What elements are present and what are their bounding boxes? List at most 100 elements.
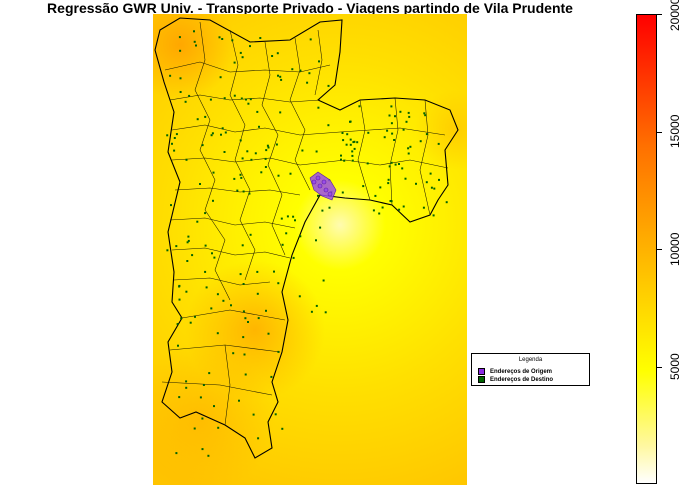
destination-point <box>445 201 448 204</box>
district-boundaries <box>161 21 449 426</box>
destination-point <box>204 115 207 118</box>
destination-point <box>242 310 245 313</box>
destination-point <box>315 239 317 242</box>
destination-point <box>306 81 309 84</box>
destination-point <box>260 171 263 174</box>
destination-point <box>166 134 169 137</box>
destination-point <box>179 91 182 93</box>
destination-point <box>310 310 313 313</box>
destination-point <box>170 204 172 207</box>
destination-point <box>244 373 247 376</box>
destination-point <box>247 102 250 105</box>
destination-point <box>386 129 389 132</box>
destination-point <box>233 61 236 64</box>
destination-point <box>349 138 352 141</box>
destination-point <box>240 176 243 179</box>
legend-item-origin: Endereços de Origem <box>478 368 552 375</box>
destination-point <box>178 396 181 399</box>
destination-point <box>189 321 192 324</box>
destination-point <box>277 282 280 285</box>
destination-point <box>175 452 178 455</box>
destination-point <box>401 167 404 170</box>
destination-point <box>327 124 330 127</box>
destination-point <box>419 140 422 143</box>
destination-point <box>402 128 405 131</box>
destination-point <box>394 115 396 118</box>
destination-point <box>231 39 234 42</box>
destination-point <box>358 105 361 108</box>
destination-point <box>405 120 408 123</box>
destination-point <box>277 350 280 353</box>
destination-point <box>390 161 393 164</box>
destination-point <box>179 77 182 80</box>
colorbar-tick <box>657 366 662 368</box>
destination-point <box>186 260 189 262</box>
destination-point <box>238 399 240 402</box>
destination-point <box>379 186 382 189</box>
destination-point <box>356 141 359 144</box>
destination-point <box>173 137 176 139</box>
destination-point <box>341 132 344 134</box>
destination-point <box>195 44 197 47</box>
destination-point <box>267 332 270 335</box>
colorbar-tick-label: 15000 <box>668 114 682 148</box>
destination-point <box>256 110 259 113</box>
destination-point <box>250 158 253 161</box>
destination-point <box>349 120 351 123</box>
destination-point <box>199 396 202 399</box>
destination-point <box>249 98 252 101</box>
destination-point <box>308 72 311 75</box>
destination-point <box>194 315 196 318</box>
destination-point <box>179 49 182 52</box>
destination-point <box>169 74 172 77</box>
destination-point <box>301 149 304 152</box>
destination-point <box>256 292 259 295</box>
destination-point <box>185 158 188 161</box>
destination-point <box>232 352 235 355</box>
destination-point <box>389 200 392 202</box>
destination-point <box>275 143 278 146</box>
destination-point <box>387 178 390 181</box>
destination-point <box>212 199 214 202</box>
origin-swatch <box>478 368 485 375</box>
legend-label-origin: Endereços de Origem <box>490 368 553 375</box>
destination-point <box>219 76 222 79</box>
destination-point <box>239 173 242 176</box>
destination-point <box>321 209 324 212</box>
destination-swatch <box>478 376 485 383</box>
destination-point <box>245 98 247 101</box>
destination-point <box>221 127 224 130</box>
destination-point <box>388 114 391 117</box>
destination-point <box>257 437 260 440</box>
destination-point <box>180 317 183 320</box>
destination-point <box>345 143 348 146</box>
destination-point <box>267 146 270 149</box>
destination-point <box>230 304 232 307</box>
destination-point <box>218 36 221 39</box>
colorbar-tick <box>657 14 662 15</box>
destination-point <box>289 172 292 175</box>
colorbar-tick-label: 20000 <box>668 0 682 31</box>
destination-points <box>166 30 448 457</box>
destination-point <box>292 215 295 218</box>
colorbar-tick <box>657 249 662 250</box>
destination-point <box>201 448 204 451</box>
destination-point <box>243 353 246 356</box>
destination-point <box>342 139 345 142</box>
destination-point <box>177 344 179 347</box>
destination-point <box>378 212 381 215</box>
destination-point <box>415 182 417 185</box>
destination-point <box>366 162 369 165</box>
destination-point <box>425 133 428 136</box>
destination-point <box>187 239 190 242</box>
destination-point <box>351 150 354 153</box>
destination-point <box>221 38 224 40</box>
destination-point <box>171 142 173 145</box>
destination-point <box>175 245 178 248</box>
destination-point <box>244 317 247 320</box>
destination-point <box>319 226 322 229</box>
destination-point <box>394 163 397 166</box>
legend-item-destination: Endereços de Destino <box>478 376 553 383</box>
destination-point <box>273 270 275 273</box>
destination-point <box>437 142 440 145</box>
